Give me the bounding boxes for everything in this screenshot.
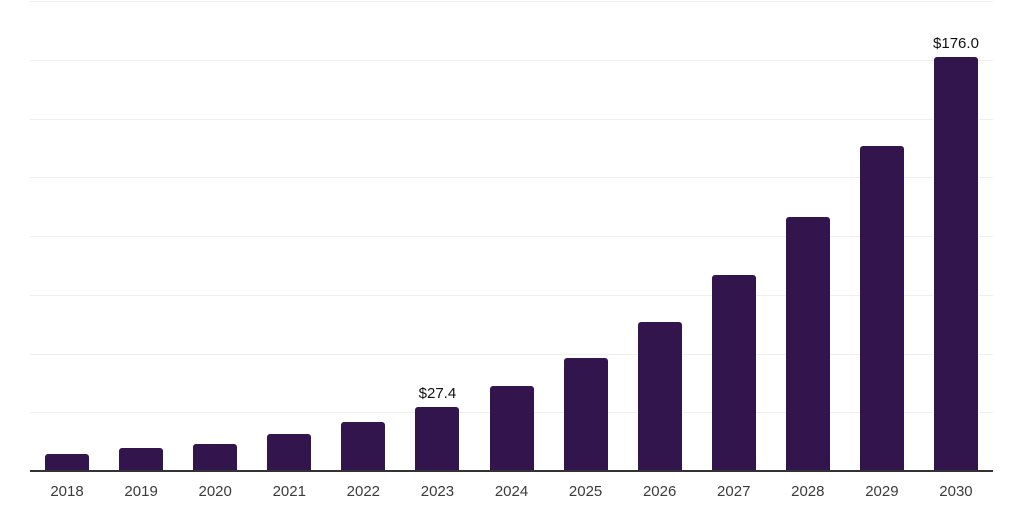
x-tick-label: 2023 bbox=[420, 483, 455, 500]
bar-2025 bbox=[563, 357, 608, 471]
bar-column-2026 bbox=[623, 1, 697, 471]
gridline bbox=[30, 59, 993, 61]
bar-column-2028 bbox=[771, 1, 845, 471]
x-tick-label: 2029 bbox=[865, 483, 899, 500]
bar-value-label: $27.4 bbox=[418, 384, 457, 402]
x-tick-label: 2026 bbox=[642, 483, 677, 500]
bar-value-label: $176.0 bbox=[933, 35, 979, 53]
gridline bbox=[30, 236, 993, 237]
bar-2022 bbox=[341, 422, 386, 471]
x-axis-labels: 2018 2019 2020 2021 2022 2023 2024 2025 2026 2027… bbox=[30, 484, 993, 500]
x-tick-label: 2027 bbox=[717, 483, 751, 500]
x-tick-label: 2019 bbox=[124, 483, 158, 500]
x-tick-label: 2022 bbox=[346, 483, 381, 500]
bar-2019 bbox=[119, 448, 164, 471]
bar-column-2020 bbox=[178, 1, 252, 471]
plot-area: $27.4 $176.0 bbox=[30, 1, 993, 471]
gridline bbox=[30, 353, 993, 355]
bar-column-2027 bbox=[697, 1, 771, 471]
x-axis-line bbox=[30, 470, 993, 472]
bar-2024 bbox=[489, 385, 534, 471]
bars-container: $27.4 $176.0 bbox=[30, 1, 993, 471]
bar-column-2030: $176.0 bbox=[919, 1, 993, 471]
x-tick-label: 2020 bbox=[198, 483, 232, 500]
bar-column-2025 bbox=[549, 1, 623, 471]
bar-2018 bbox=[45, 454, 90, 471]
bar-2030 bbox=[933, 57, 978, 471]
x-tick-label: 2018 bbox=[50, 483, 84, 500]
x-tick-label: 2025 bbox=[568, 483, 603, 500]
x-tick-label: 2030 bbox=[939, 483, 973, 500]
bar-column-2029 bbox=[845, 1, 919, 471]
bar-column-2023: $27.4 bbox=[400, 1, 474, 471]
bar-column-2018 bbox=[30, 1, 104, 471]
bar-2028 bbox=[785, 217, 830, 471]
x-tick-label: 2028 bbox=[791, 483, 825, 500]
bar-2023 bbox=[415, 406, 460, 471]
bar-column-2024 bbox=[474, 1, 548, 471]
bar-2021 bbox=[267, 434, 312, 471]
x-tick-label: 2021 bbox=[272, 483, 306, 500]
gridline bbox=[30, 177, 993, 179]
bar-2020 bbox=[193, 443, 238, 471]
bar-column-2019 bbox=[104, 1, 178, 471]
gridline bbox=[30, 294, 993, 296]
gridline bbox=[30, 1, 993, 2]
bar-2026 bbox=[637, 321, 682, 471]
bar-2029 bbox=[859, 145, 904, 471]
bar-column-2021 bbox=[252, 1, 326, 471]
bar-column-2022 bbox=[326, 1, 400, 471]
x-tick-label: 2024 bbox=[494, 483, 529, 500]
bar-2027 bbox=[711, 275, 756, 471]
gridline bbox=[30, 118, 993, 120]
